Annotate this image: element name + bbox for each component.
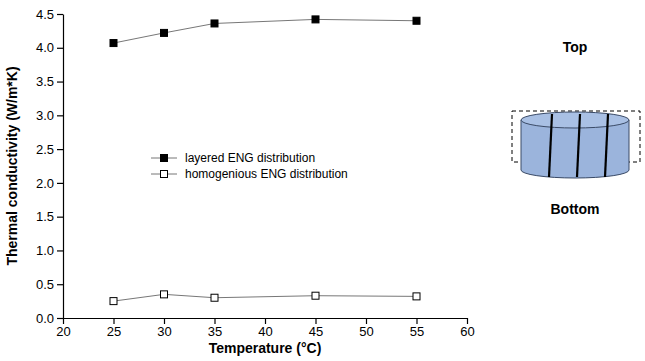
chart: 20 25 30 35 40 45 50 55 60 0.0 0.5 1.0 1.5 2.0 2.5 3.0 3…	[0, 0, 645, 361]
tick-label: 1.0	[36, 243, 54, 258]
marker	[413, 293, 420, 300]
tick: 0.0	[36, 311, 63, 326]
marker	[312, 16, 319, 23]
y-axis: 0.0 0.5 1.0 1.5 2.0 2.5 3.0 3.5 4.0 4.5	[36, 7, 64, 326]
tick-mark	[57, 318, 63, 319]
tick: 1.0	[36, 243, 63, 258]
legend-marker	[161, 155, 168, 162]
tick: 2.5	[36, 142, 63, 157]
tick-label: 1.5	[36, 209, 54, 224]
tick: 0.5	[36, 277, 63, 292]
sample-diagram: Top Bottom	[512, 39, 640, 217]
tick-label: 40	[258, 324, 272, 339]
tick-mark	[57, 14, 63, 15]
tick-mark	[113, 318, 114, 324]
marker	[413, 17, 420, 24]
axis-line	[63, 15, 64, 319]
tick: 4.0	[36, 40, 63, 55]
annotation: Bottom	[551, 201, 600, 217]
tick: 40	[258, 318, 272, 339]
tick-label: 25	[107, 324, 121, 339]
tick: 3.5	[36, 74, 63, 89]
x-axis: 20 25 30 35 40 45 50 55 60	[56, 318, 474, 339]
tick-label: 20	[56, 324, 70, 339]
tick-label: 30	[157, 324, 171, 339]
tick: 4.5	[36, 7, 63, 22]
tick-mark	[265, 318, 266, 324]
tick-mark	[164, 318, 165, 324]
tick-label: 0.0	[36, 311, 54, 326]
tick-label: 2.5	[36, 142, 54, 157]
tick: 35	[208, 318, 222, 339]
tick-mark	[366, 318, 367, 324]
tick-mark	[467, 318, 468, 324]
tick-label: 45	[309, 324, 323, 339]
marker	[312, 292, 319, 299]
tick-mark	[57, 250, 63, 251]
tick-mark	[57, 81, 63, 82]
x-axis-title: Temperature (°C)	[209, 340, 322, 356]
legend: layered ENG distribution homogenious ENG …	[151, 151, 348, 181]
tick-mark	[315, 318, 316, 324]
tick: 55	[410, 318, 424, 339]
tick: 60	[460, 318, 474, 339]
tick-label: 50	[359, 324, 373, 339]
plot-marks	[110, 16, 420, 305]
tick: 20	[56, 318, 70, 339]
tick-mark	[57, 284, 63, 285]
tick: 2.0	[36, 176, 63, 191]
tick-label: 3.0	[36, 108, 54, 123]
marker	[161, 29, 168, 36]
tick: 25	[107, 318, 121, 339]
cylinder-body	[521, 120, 629, 178]
marker	[211, 294, 218, 301]
tick-label: 35	[208, 324, 222, 339]
tick-label: 0.5	[36, 277, 54, 292]
tick: 3.0	[36, 108, 63, 123]
tick-label: 55	[410, 324, 424, 339]
legend-marker	[161, 171, 168, 178]
marker	[211, 20, 218, 27]
y-axis-title: Thermal conductivity (W/m*K)	[4, 66, 20, 265]
series-line	[114, 19, 417, 43]
annotation: Top	[563, 39, 588, 55]
tick-label: 4.0	[36, 40, 54, 55]
tick-mark	[416, 318, 417, 324]
marker	[110, 298, 117, 305]
tick-mark	[57, 217, 63, 218]
tick-mark	[214, 318, 215, 324]
legend-label: homogenious ENG distribution	[185, 167, 348, 181]
layer-line	[577, 114, 580, 177]
tick-mark	[57, 183, 63, 184]
tick-mark	[63, 318, 64, 324]
tick-label: 3.5	[36, 74, 54, 89]
tick-mark	[57, 48, 63, 49]
marker	[161, 291, 168, 298]
layer-line	[549, 114, 552, 177]
marker	[110, 40, 117, 47]
layer-line	[605, 114, 608, 177]
tick-label: 4.5	[36, 7, 54, 22]
tick-label: 60	[460, 324, 474, 339]
tick-mark	[57, 149, 63, 150]
tick: 1.5	[36, 209, 63, 224]
tick-label: 2.0	[36, 176, 54, 191]
tick: 45	[309, 318, 323, 339]
tick: 30	[157, 318, 171, 339]
cylinder-top	[521, 112, 629, 128]
tick: 50	[359, 318, 373, 339]
tick-mark	[57, 115, 63, 116]
legend-label: layered ENG distribution	[185, 151, 315, 165]
series-line	[114, 294, 417, 301]
